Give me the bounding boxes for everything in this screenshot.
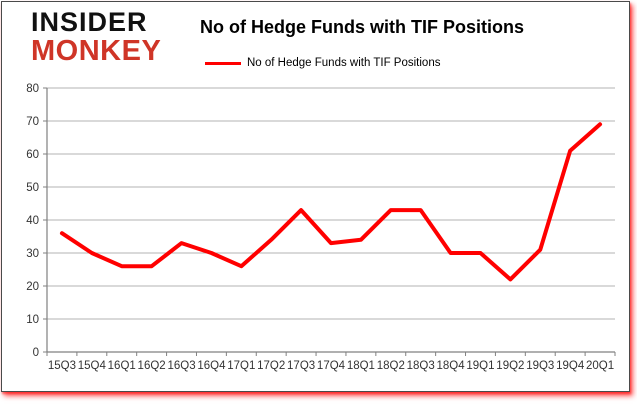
- insider-monkey-logo: INSIDER MONKEY: [31, 9, 161, 66]
- chart-legend: No of Hedge Funds with TIF Positions: [205, 56, 440, 70]
- chart-title: No of Hedge Funds with TIF Positions: [200, 17, 524, 37]
- legend-line-swatch: [205, 61, 241, 65]
- legend-label: No of Hedge Funds with TIF Positions: [247, 57, 441, 69]
- logo-insider-text: INSIDER: [31, 7, 148, 37]
- logo-monkey-text: MONKEY: [31, 35, 162, 67]
